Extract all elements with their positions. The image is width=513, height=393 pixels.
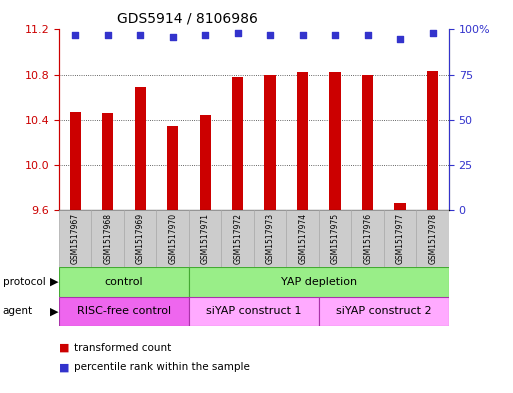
Bar (156, 210, 189, 267)
Text: ▶: ▶ (50, 277, 58, 287)
Point (233, 30, 242, 36)
Text: GSM1517975: GSM1517975 (331, 213, 340, 264)
Bar (124, 210, 156, 267)
Bar (286, 210, 319, 267)
Bar (102, 113, 113, 210)
Text: GSM1517968: GSM1517968 (103, 213, 112, 264)
Text: GSM1517970: GSM1517970 (168, 213, 177, 264)
Bar (70, 112, 81, 210)
Bar (232, 77, 243, 210)
Text: protocol: protocol (3, 277, 45, 287)
Bar (384, 210, 417, 267)
Text: siYAP construct 2: siYAP construct 2 (336, 307, 432, 316)
Bar (167, 125, 179, 210)
Bar (265, 75, 276, 210)
Text: GSM1517978: GSM1517978 (428, 213, 437, 264)
Point (71, 32, 80, 38)
Bar (329, 72, 341, 210)
Bar (189, 297, 319, 326)
Bar (189, 267, 449, 297)
Point (331, 32, 339, 38)
Bar (362, 75, 373, 210)
Point (169, 33, 177, 40)
Point (201, 32, 209, 38)
Text: GSM1517974: GSM1517974 (298, 213, 307, 264)
Bar (59, 210, 91, 267)
Text: ■: ■ (59, 362, 69, 373)
Bar (59, 267, 189, 297)
Point (299, 32, 307, 38)
Text: YAP depletion: YAP depletion (281, 277, 357, 287)
Bar (394, 204, 406, 210)
Bar (319, 210, 351, 267)
Text: GSM1517967: GSM1517967 (71, 213, 80, 264)
Text: siYAP construct 1: siYAP construct 1 (206, 307, 302, 316)
Bar (351, 210, 384, 267)
Text: GSM1517977: GSM1517977 (396, 213, 405, 264)
Point (396, 35, 404, 42)
Point (428, 30, 437, 36)
Text: GSM1517976: GSM1517976 (363, 213, 372, 264)
Point (364, 32, 372, 38)
Text: percentile rank within the sample: percentile rank within the sample (74, 362, 250, 373)
Text: GSM1517971: GSM1517971 (201, 213, 210, 264)
Text: GSM1517972: GSM1517972 (233, 213, 242, 264)
Bar (91, 210, 124, 267)
Bar (297, 72, 308, 210)
Text: transformed count: transformed count (74, 343, 172, 353)
Point (104, 32, 112, 38)
Point (136, 32, 144, 38)
Point (266, 32, 274, 38)
Bar (427, 71, 438, 210)
Text: agent: agent (3, 307, 33, 316)
Bar (134, 87, 146, 210)
Bar (189, 210, 222, 267)
Text: GSM1517973: GSM1517973 (266, 213, 274, 264)
Text: ▶: ▶ (50, 307, 58, 316)
Bar (200, 115, 211, 210)
Bar (417, 210, 449, 267)
Text: ■: ■ (59, 343, 69, 353)
Bar (222, 210, 254, 267)
Bar (319, 297, 449, 326)
Text: RISC-free control: RISC-free control (77, 307, 171, 316)
Bar (254, 210, 286, 267)
Text: GDS5914 / 8106986: GDS5914 / 8106986 (117, 11, 259, 26)
Bar (59, 297, 189, 326)
Text: control: control (105, 277, 143, 287)
Text: GSM1517969: GSM1517969 (136, 213, 145, 264)
